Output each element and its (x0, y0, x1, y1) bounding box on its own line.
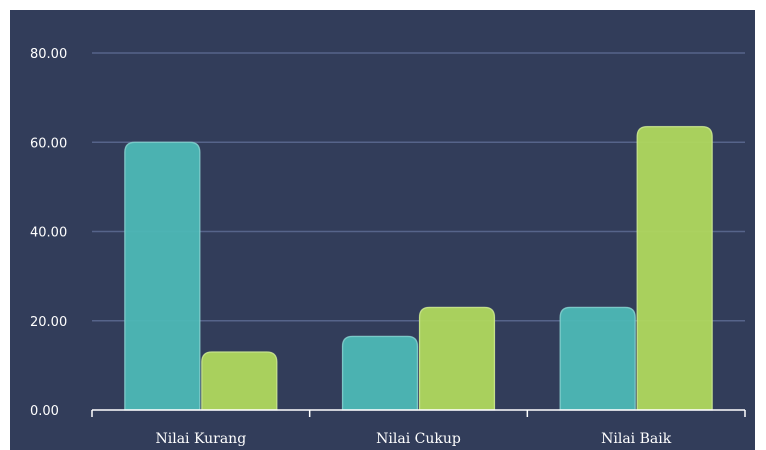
x-tick-label: Nilai Kurang (155, 431, 246, 447)
bar (342, 335, 418, 411)
gridlines (92, 52, 745, 322)
y-tick-label: 60.00 (30, 136, 67, 151)
bar (124, 141, 201, 411)
bar (419, 306, 495, 411)
bar (201, 351, 278, 411)
bar (559, 306, 636, 411)
bar-outline (124, 141, 201, 411)
x-tick-label: Nilai Cukup (376, 431, 461, 447)
bar-outline (418, 306, 496, 411)
bars (124, 125, 713, 411)
y-tick-label: 40.00 (30, 226, 67, 241)
y-tick-label: 0.00 (30, 404, 59, 419)
x-axis (91, 409, 746, 417)
bar-outline (201, 351, 278, 411)
y-tick-label: 80.00 (30, 47, 67, 62)
x-axis-labels: Nilai Kurang Nilai Cukup Nilai Baik (155, 431, 671, 447)
bar (636, 126, 713, 411)
bar-outline (341, 335, 419, 411)
y-axis-ticks: 0.00 20.00 40.00 60.00 80.00 (30, 47, 67, 419)
bar-outline (636, 125, 713, 411)
y-tick-label: 20.00 (30, 315, 67, 330)
bar-outline (559, 306, 636, 411)
chart-panel: 0.00 20.00 40.00 60.00 80.00 Nilai Kurang Nil… (10, 10, 755, 450)
x-tick-label: Nilai Baik (601, 431, 672, 447)
